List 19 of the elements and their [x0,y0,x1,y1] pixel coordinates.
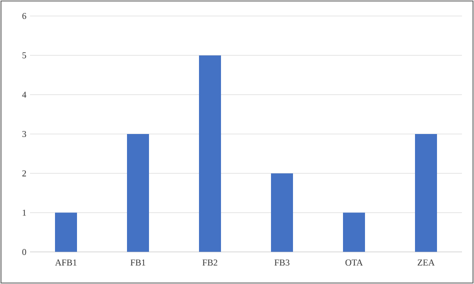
y-tick-label: 5 [22,52,26,58]
bar [127,134,149,252]
y-tick-label: 6 [22,12,26,20]
bar [342,212,365,252]
bar [198,55,221,252]
x-tick-label: FB3 [274,260,290,266]
bar [55,212,77,252]
x-tick-label: AFB1 [55,260,76,266]
x-tick-label: ZEA [418,260,435,266]
x-tick-label: OTA [345,260,363,266]
bar [414,134,437,252]
x-tick-label: FB1 [130,260,146,266]
y-tick-label: 1 [22,210,26,216]
y-tick-label: 2 [22,170,26,176]
x-tick-label: FB2 [202,260,218,266]
y-tick-label: 0 [22,248,26,256]
bar [270,173,293,252]
y-tick-label: 3 [22,130,26,138]
y-tick-label: 4 [22,92,26,98]
